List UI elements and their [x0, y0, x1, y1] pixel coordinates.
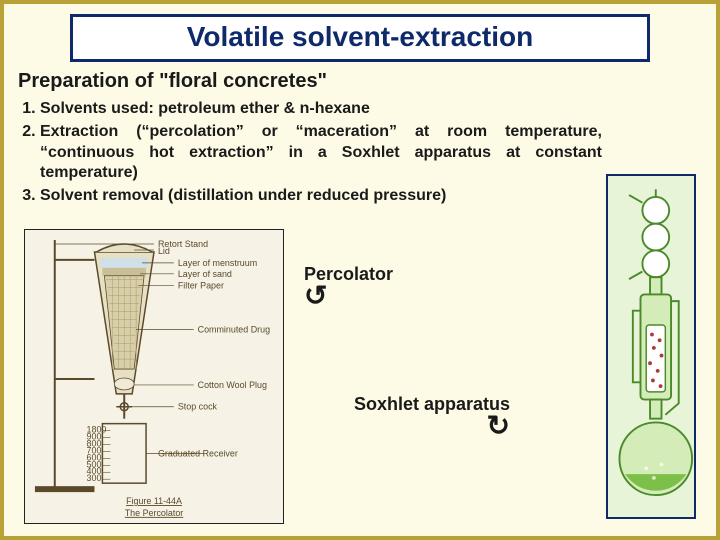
percolator-label-block: Percolator ↺: [304, 264, 393, 307]
svg-text:300: 300: [87, 473, 102, 483]
slide: Volatile solvent-extraction Preparation …: [0, 0, 720, 540]
svg-text:Cotton Wool Plug: Cotton Wool Plug: [198, 380, 267, 390]
svg-text:Graduated Receiver: Graduated Receiver: [158, 448, 238, 458]
svg-text:Lid: Lid: [158, 246, 170, 256]
title-box: Volatile solvent-extraction: [70, 14, 650, 62]
subtitle: Preparation of "floral concretes": [18, 70, 702, 93]
soxhlet-label-block: Soxhlet apparatus ↺: [354, 394, 510, 437]
svg-text:Comminuted Drug: Comminuted Drug: [198, 324, 270, 334]
svg-text:Stop cock: Stop cock: [178, 402, 218, 412]
point-3: Solvent removal (distillation under redu…: [40, 186, 702, 207]
svg-text:Layer of menstruum: Layer of menstruum: [178, 258, 257, 268]
percolator-figure: 1800 900 800 700 600 500 400 300 Retort …: [24, 229, 284, 524]
svg-text:Filter Paper: Filter Paper: [178, 281, 224, 291]
soxhlet-figure: [606, 174, 696, 519]
svg-text:Layer of sand: Layer of sand: [178, 269, 232, 279]
svg-text:Figure 11-44A: Figure 11-44A: [126, 496, 182, 506]
arrow-down-right-icon: ↺: [354, 415, 510, 437]
svg-text:The Percolator: The Percolator: [125, 508, 184, 518]
slide-title: Volatile solvent-extraction: [73, 21, 647, 53]
point-2: Extraction (“percolation” or “maceration…: [40, 122, 702, 184]
points-list: Solvents used: petroleum ether & n-hexan…: [40, 99, 702, 207]
arrow-down-left-icon: ↺: [304, 285, 393, 307]
point-1: Solvents used: petroleum ether & n-hexan…: [40, 99, 702, 120]
